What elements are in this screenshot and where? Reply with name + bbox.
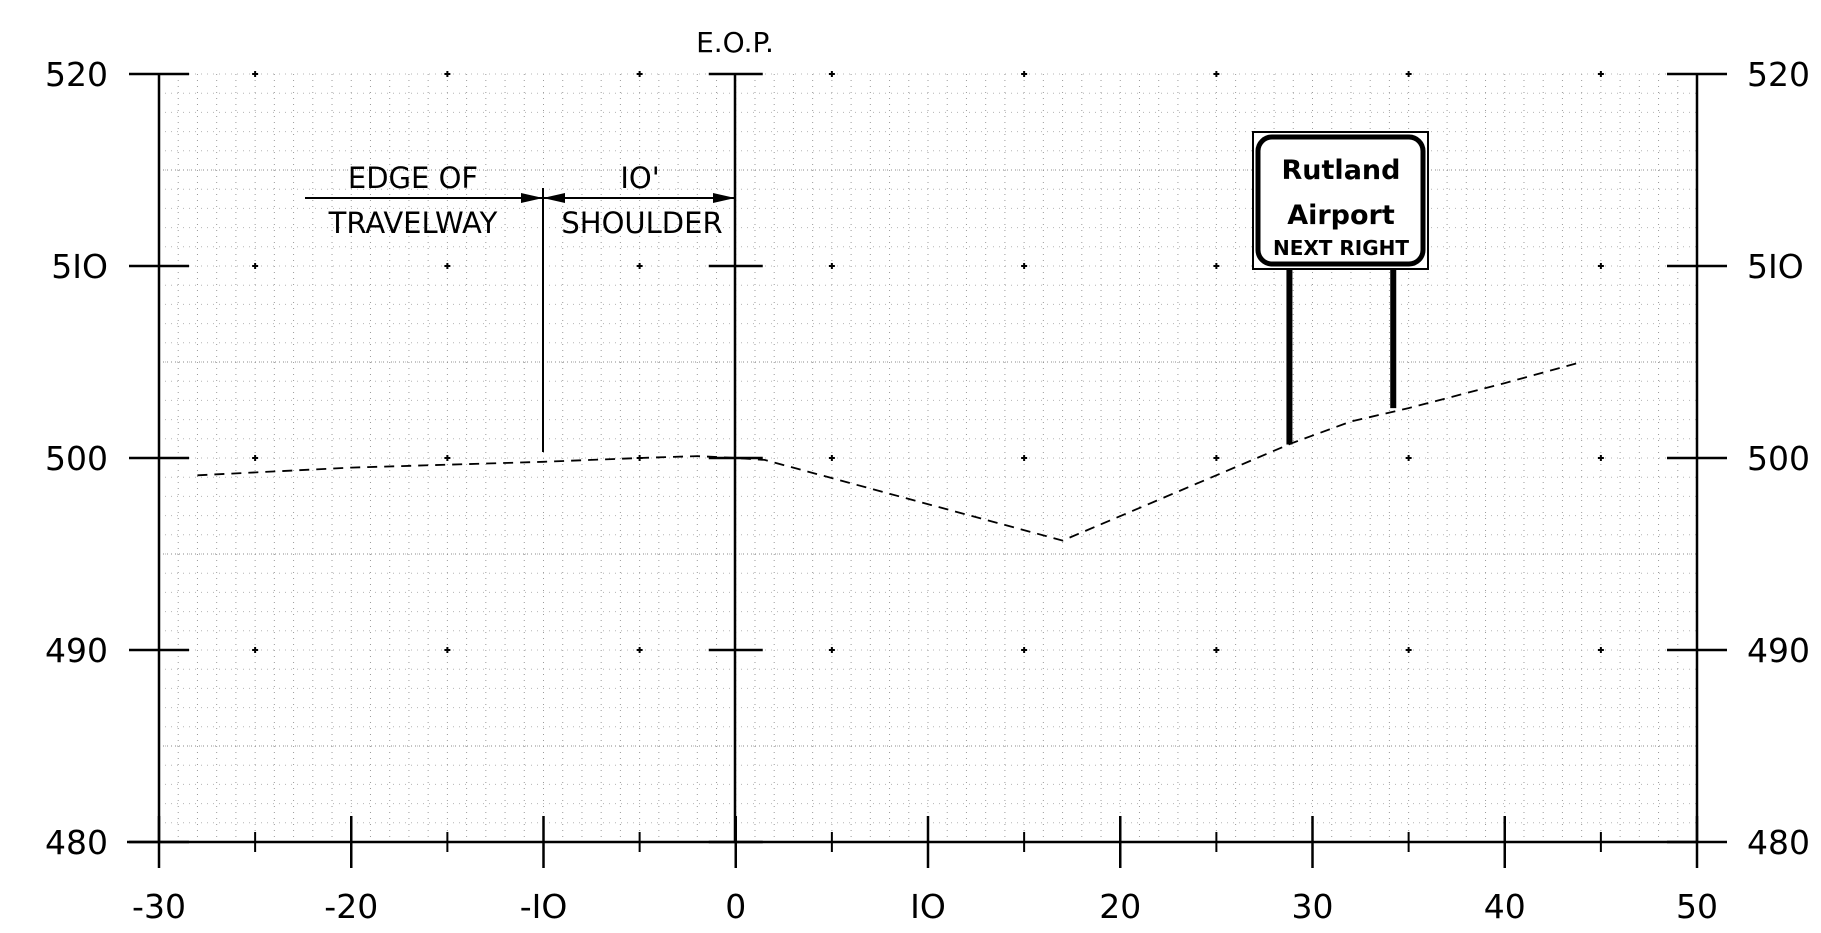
grid-plus-marker: [636, 71, 643, 77]
grid-plus-marker: [636, 263, 643, 269]
grid-plus-marker: [1021, 71, 1028, 77]
sign-panel: [1255, 134, 1426, 267]
grid-plus-marker: [1213, 455, 1220, 461]
y-tick-label: 520: [1747, 55, 1810, 94]
grid-plus-marker: [444, 647, 451, 653]
grid-plus-marker: [252, 455, 259, 461]
ground-profile-line: [197, 361, 1582, 542]
x-tick-label: 50: [1676, 887, 1718, 926]
y-tick-label: 490: [1747, 631, 1810, 670]
shoulder-label: SHOULDER: [561, 206, 722, 240]
y-tick-label: 5IO: [51, 247, 108, 286]
arrowhead-right-b: [713, 193, 735, 203]
y-tick-label: 500: [45, 439, 108, 478]
axis-ticks: [129, 72, 1727, 868]
y-tick-label: 520: [45, 55, 108, 94]
grid-plus-marker: [252, 647, 259, 653]
grid-plus-marker: [1021, 455, 1028, 461]
y-tick-label: 490: [45, 631, 108, 670]
x-tick-label: -IO: [520, 887, 568, 926]
y-tick-label: 500: [1747, 439, 1810, 478]
x-tick-label: -20: [324, 887, 378, 926]
y-tick-labels-right: 480 490 500 5IO 520: [1747, 55, 1810, 862]
grid-plus-marker: [444, 455, 451, 461]
grid-plus-marker: [1405, 71, 1412, 77]
y-tick-labels-left: 480 490 500 5IO 520: [45, 55, 108, 862]
grid-plus-marker: [1597, 455, 1604, 461]
sign-line-3: NEXT RIGHT: [1273, 236, 1409, 260]
grid-plus-marker: [828, 263, 835, 269]
travelway-label: TRAVELWAY: [328, 206, 498, 240]
eop-label: E.O.P.: [696, 26, 774, 59]
sign: Rutland Airport NEXT RIGHT: [1252, 131, 1429, 445]
y-tick-label: 480: [45, 823, 108, 862]
x-tick-label: IO: [910, 887, 946, 926]
grid-plus-marker: [1213, 263, 1220, 269]
grid-plus-marker: [1021, 263, 1028, 269]
grid-plus-marker: [1597, 263, 1604, 269]
grid-plus-marker: [636, 647, 643, 653]
shoulder-dimension: EDGE OF TRAVELWAY IO' SHOULDER: [305, 161, 735, 452]
grid-plus-marker: [1405, 455, 1412, 461]
grid-plus-marker: [1405, 647, 1412, 653]
arrowhead-left: [521, 193, 543, 203]
y-tick-label: 5IO: [1747, 247, 1804, 286]
grid-plus-marker: [252, 71, 259, 77]
major-grid-markers: [252, 71, 1604, 653]
x-tick-labels: -30 -20 -IO 0 IO 20 30 40 50: [132, 887, 1718, 926]
x-tick-label: -30: [132, 887, 186, 926]
x-tick-label: 20: [1099, 887, 1141, 926]
edge-of-label: EDGE OF: [348, 161, 478, 195]
grid-plus-marker: [1213, 71, 1220, 77]
grid-plus-marker: [1021, 647, 1028, 653]
y-tick-label: 480: [1747, 823, 1810, 862]
grid-plus-marker: [1597, 647, 1604, 653]
sign-line-2: Airport: [1287, 200, 1395, 231]
grid-plus-marker: [252, 263, 259, 269]
grid-plus-marker: [1597, 71, 1604, 77]
grid-plus-marker: [828, 647, 835, 653]
grid-plus-marker: [828, 455, 835, 461]
grid-plus-marker: [828, 71, 835, 77]
x-tick-label: 0: [725, 887, 746, 926]
x-tick-label: 30: [1292, 887, 1334, 926]
arrowhead-right-a: [543, 193, 565, 203]
grid-plus-marker: [1213, 647, 1220, 653]
grid-plus-marker: [444, 71, 451, 77]
shoulder-width-label: IO': [620, 161, 659, 195]
x-tick-label: 40: [1484, 887, 1526, 926]
sign-line-1: Rutland: [1282, 155, 1401, 186]
grid-plus-marker: [444, 263, 451, 269]
